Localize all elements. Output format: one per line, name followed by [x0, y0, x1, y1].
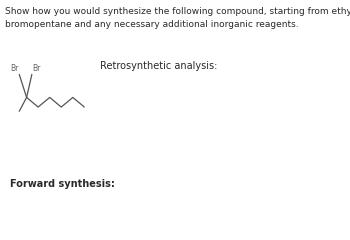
Text: Br: Br — [32, 64, 41, 73]
Text: Retrosynthetic analysis:: Retrosynthetic analysis: — [99, 61, 217, 71]
Text: Br: Br — [10, 64, 18, 73]
Text: Show how you would synthesize the following compound, starting from ethyne and u: Show how you would synthesize the follow… — [5, 7, 350, 29]
Text: Forward synthesis:: Forward synthesis: — [10, 179, 115, 189]
